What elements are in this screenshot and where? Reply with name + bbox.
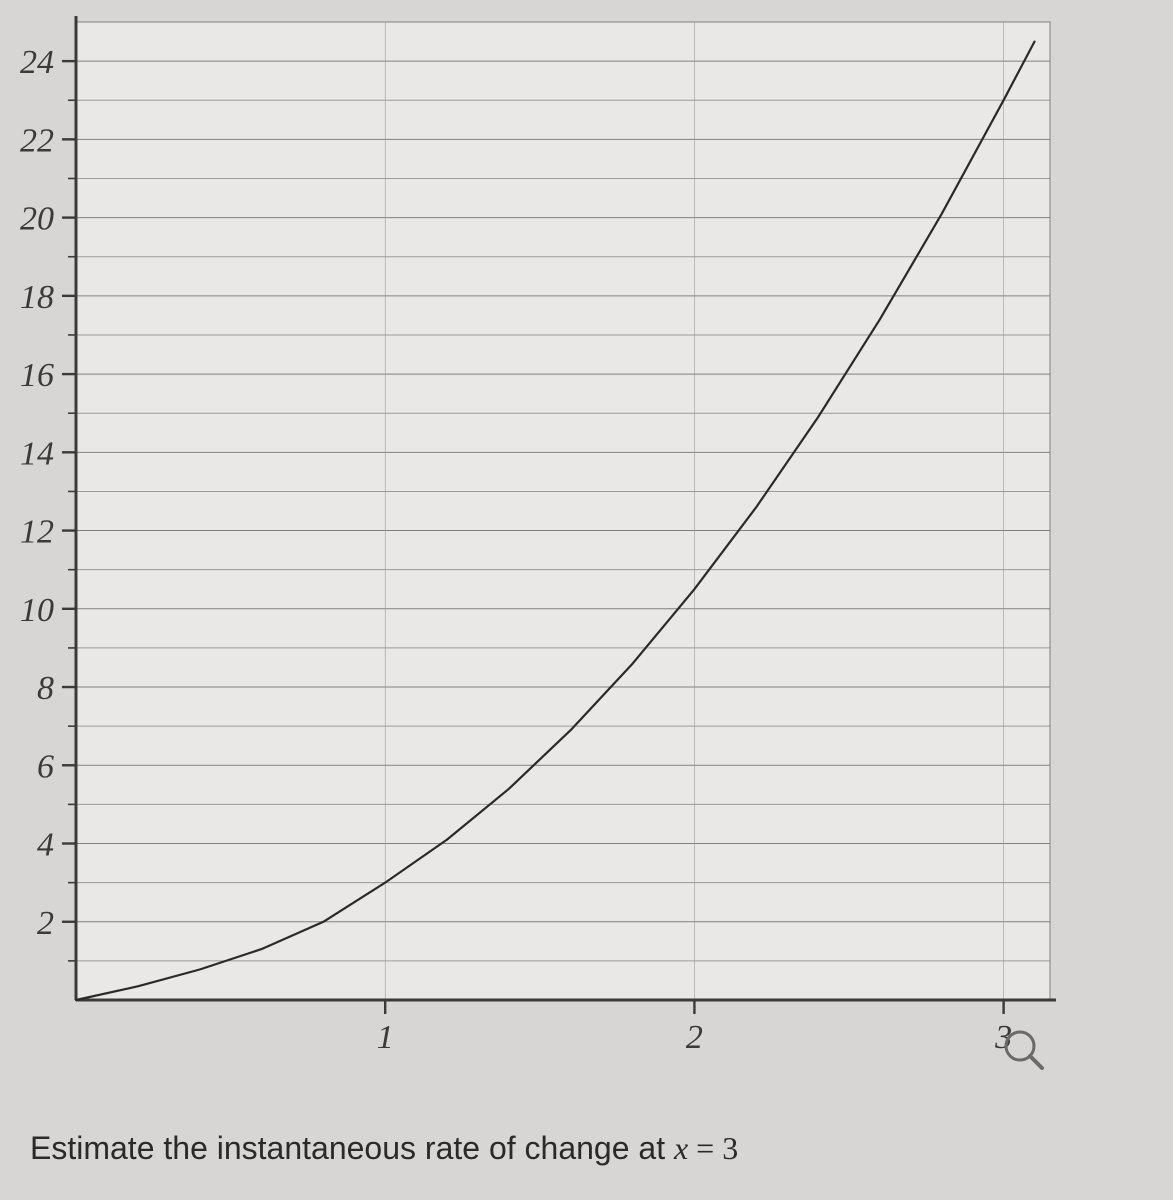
y-tick-label: 24 xyxy=(20,44,54,81)
y-tick-label: 16 xyxy=(20,357,54,394)
question-equals: = xyxy=(688,1130,722,1166)
y-tick-label: 12 xyxy=(20,514,54,551)
x-tick-label: 2 xyxy=(686,1019,703,1056)
chart-svg: 24681012141618202224123 xyxy=(0,0,1173,1110)
y-tick-label: 2 xyxy=(37,905,54,942)
question-value: 3 xyxy=(722,1130,738,1166)
y-tick-label: 14 xyxy=(20,435,54,472)
question-variable: x xyxy=(674,1130,688,1166)
y-tick-label: 6 xyxy=(37,748,54,785)
y-tick-label: 18 xyxy=(20,279,54,316)
figure-container: 24681012141618202224123 Estimate the ins… xyxy=(0,0,1173,1200)
magnifier-icon[interactable] xyxy=(1002,1028,1046,1072)
question-text: Estimate the instantaneous rate of chang… xyxy=(30,1130,738,1167)
y-tick-label: 8 xyxy=(37,670,54,707)
question-prefix: Estimate the instantaneous rate of chang… xyxy=(30,1130,674,1166)
y-tick-label: 4 xyxy=(37,827,54,864)
y-tick-label: 10 xyxy=(20,592,54,629)
plot-background xyxy=(76,22,1050,1000)
x-tick-label: 1 xyxy=(377,1019,394,1056)
y-tick-label: 20 xyxy=(20,201,54,238)
magnifier-handle xyxy=(1030,1056,1042,1068)
y-tick-label: 22 xyxy=(20,122,54,159)
